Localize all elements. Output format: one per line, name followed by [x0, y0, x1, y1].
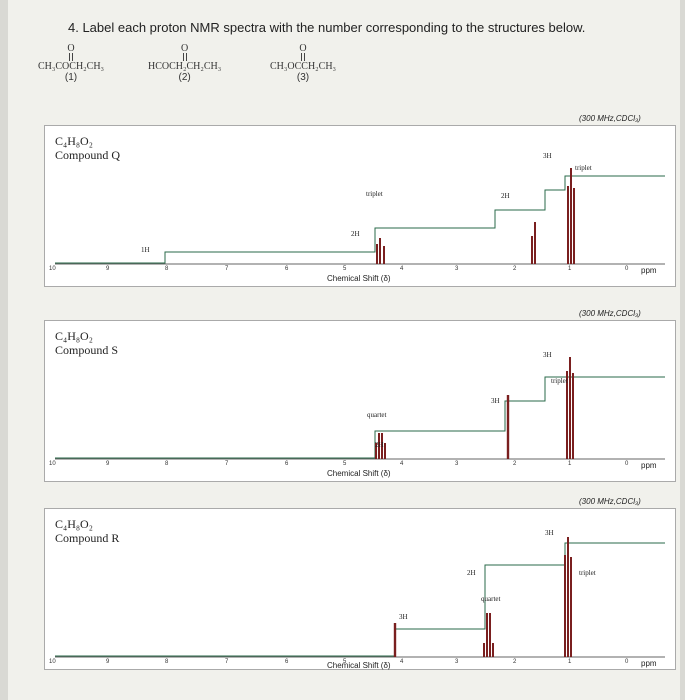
multiplicity-label: triplet	[551, 377, 568, 385]
spectrum-r: C₄H₈O₂ Compound R (300 MHz,CDCl₃) 3H 2H …	[44, 497, 676, 670]
tick-label: 6	[285, 461, 289, 467]
structure-2: O HCOCH₂CH₂CH₃ (2)	[148, 43, 222, 84]
compound-name: Compound S	[55, 343, 119, 357]
tick-label: 2	[513, 659, 517, 665]
worksheet: 4. Label each proton NMR spectra with th…	[8, 0, 680, 700]
tick-label: 6	[285, 659, 289, 665]
tick-label: 10	[49, 659, 56, 665]
integration-label: 3H	[543, 351, 552, 359]
integration-label: 3H	[545, 529, 554, 537]
compound-label: C₄H₈O₂ Compound Q	[55, 134, 120, 162]
tick-label: 4	[400, 659, 404, 665]
compound-label: C₄H₈O₂ Compound S	[55, 329, 118, 357]
multiplicity-label: triplet	[575, 164, 592, 172]
oxygen-label: O	[181, 43, 189, 54]
molecular-formula: C₄H₈O₂	[55, 134, 93, 148]
spectrum-q: C₄H₈O₂ Compound Q (300 MHz,CDCl₃) 1H tri…	[44, 114, 676, 287]
structure-formula: CH₃OCCH₂CH₃	[270, 61, 337, 72]
tick-label: 2	[513, 266, 517, 272]
multiplicity-label: triplet	[579, 569, 596, 577]
tick-label: 5	[343, 266, 347, 272]
spectrum-s-plot	[55, 357, 665, 460]
tick-label: 8	[165, 266, 169, 272]
tick-label: 3	[455, 659, 459, 665]
multiplicity-label: triplet	[366, 190, 383, 198]
structure-3: O CH₃OCCH₂CH₃ (3)	[270, 43, 337, 84]
compound-name: Compound Q	[55, 148, 121, 162]
ppm-label: ppm	[641, 659, 657, 668]
tick-label: 9	[106, 461, 110, 467]
tick-label: 4	[400, 266, 404, 272]
integration-label: 2H	[467, 569, 476, 577]
spectrum-q-plot	[55, 168, 665, 265]
spectrum-s: C₄H₈O₂ Compound S (300 MHz,CDCl₃) quarte…	[44, 309, 676, 482]
tick-label: 6	[285, 266, 289, 272]
tick-label: 2	[513, 461, 517, 467]
tick-label: 5	[343, 461, 347, 467]
molecular-formula: C₄H₈O₂	[55, 517, 93, 531]
integral-trace	[55, 175, 665, 264]
oxygen-label: O	[299, 43, 307, 54]
ppm-label: ppm	[641, 266, 657, 275]
multiplicity-label: quartet	[367, 411, 387, 419]
structure-number: (2)	[178, 72, 191, 83]
compound-name: Compound R	[55, 531, 120, 545]
tick-label: 1	[568, 266, 572, 272]
structure-formula: HCOCH₂CH₂CH₃	[148, 61, 222, 72]
ppm-label: ppm	[641, 461, 657, 470]
x-axis-label: Chemical Shift (δ)	[327, 274, 391, 283]
double-bond	[301, 53, 306, 61]
frequency-label: (300 MHz,CDCl₃)	[579, 114, 641, 123]
tick-label: 10	[49, 266, 56, 272]
integration-label: 2H	[501, 192, 510, 200]
tick-label: 10	[49, 461, 56, 467]
frequency-label: (300 MHz,CDCl₃)	[579, 309, 641, 318]
integration-label: 3H	[543, 152, 552, 160]
molecular-formula: C₄H₈O₂	[55, 329, 93, 343]
integration-label: 2H	[351, 230, 360, 238]
x-axis-label: Chemical Shift (δ)	[327, 469, 391, 478]
tick-label: 8	[165, 659, 169, 665]
integration-label: 3H	[399, 613, 408, 621]
multiplicity-label: quartet	[481, 595, 501, 603]
integral-trace	[55, 542, 665, 657]
tick-label: 1	[568, 659, 572, 665]
structure-1: O CH₃COCH₂CH₃ (1)	[38, 43, 105, 84]
tick-label: 5	[343, 659, 347, 665]
double-bond	[69, 53, 74, 61]
oxygen-label: O	[67, 43, 75, 54]
tick-label: 3	[455, 266, 459, 272]
structure-number: (3)	[296, 72, 310, 83]
tick-label: 0	[625, 266, 629, 272]
integration-label: 2H	[375, 441, 384, 449]
tick-label: 9	[106, 266, 110, 272]
tick-label: 1	[568, 461, 572, 467]
spectrum-r-plot	[55, 537, 665, 658]
tick-label: 0	[625, 659, 629, 665]
tick-label: 0	[625, 461, 629, 467]
integration-label: 3H	[491, 397, 500, 405]
double-bond	[182, 53, 187, 61]
x-axis-label: Chemical Shift (δ)	[327, 661, 391, 670]
tick-label: 3	[455, 461, 459, 467]
tick-label: 7	[225, 266, 229, 272]
structure-number: (1)	[64, 72, 78, 83]
frequency-label: (300 MHz,CDCl₃)	[579, 497, 641, 506]
question-text: 4. Label each proton NMR spectra with th…	[68, 20, 586, 35]
compound-label: C₄H₈O₂ Compound R	[55, 517, 119, 545]
tick-label: 7	[225, 461, 229, 467]
structure-formula: CH₃COCH₂CH₃	[38, 61, 105, 72]
tick-label: 7	[225, 659, 229, 665]
tick-label: 4	[400, 461, 404, 467]
tick-label: 9	[106, 659, 110, 665]
tick-label: 8	[165, 461, 169, 467]
integration-label: 1H	[141, 246, 150, 254]
